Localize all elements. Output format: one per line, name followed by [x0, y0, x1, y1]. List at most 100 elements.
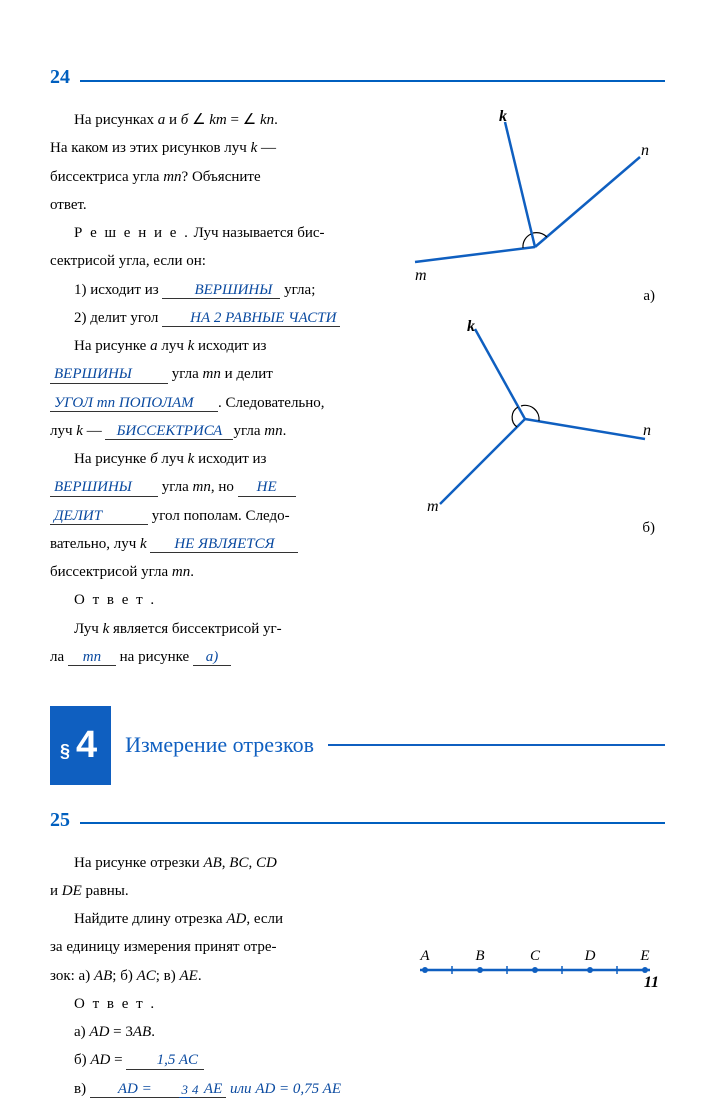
- problem-24-header: 24: [50, 60, 665, 95]
- segment-figure: A B C D E: [405, 940, 655, 990]
- text: ла: [50, 649, 68, 665]
- text: На рисунках: [74, 112, 158, 128]
- problem-24-text: На рисунках а и б ∠ km = ∠ kn. На каком …: [50, 107, 387, 672]
- text: Найдите длину отрезка: [74, 911, 226, 927]
- fill-blank: 1,5 AC: [126, 1052, 204, 1070]
- fill-blank: УГОЛ mn ПОПОЛАМ: [50, 395, 218, 413]
- text: .: [274, 112, 278, 128]
- text: .: [190, 564, 194, 580]
- text: На рисунке: [74, 338, 150, 354]
- text: AD: [226, 911, 246, 927]
- text: AD: [89, 1024, 109, 1040]
- problem-25-body: На рисунке отрезки AB, BC, CD и DE равны…: [50, 850, 665, 1104]
- text: = ∠: [227, 112, 260, 128]
- problem-number: 24: [50, 60, 70, 95]
- text: —: [257, 140, 276, 156]
- text: луч: [158, 451, 188, 467]
- text: Луч называется бис-: [190, 225, 325, 241]
- page: 24 На рисунках а и б ∠ km = ∠ kn. На как…: [0, 0, 715, 1025]
- text: .: [151, 1024, 155, 1040]
- text: угла: [158, 479, 193, 495]
- text: .: [198, 968, 202, 984]
- fill-blank: ВЕРШИНЫ: [50, 366, 168, 384]
- text: угла;: [280, 282, 315, 298]
- text: и: [165, 112, 181, 128]
- fill-blank: НА 2 РАВНЫЕ ЧАСТИ: [162, 310, 340, 328]
- fill-blank: AD = 34 AE: [90, 1081, 226, 1099]
- text: k: [76, 423, 83, 439]
- text: mn: [264, 423, 282, 439]
- text: 2) делит угол: [74, 310, 162, 326]
- figure-b-label: б): [405, 515, 665, 541]
- text: AB: [94, 968, 112, 984]
- text: AD =: [118, 1081, 156, 1097]
- point-label: D: [584, 948, 596, 964]
- text: угла: [168, 366, 203, 382]
- page-number: 11: [644, 969, 659, 997]
- text: луч: [158, 338, 188, 354]
- problem-25-figure: A B C D E: [405, 850, 665, 1104]
- text: или: [226, 1081, 255, 1097]
- frac-num: 3: [179, 1082, 190, 1098]
- problem-25-header: 25: [50, 803, 665, 838]
- text: =: [110, 1052, 126, 1068]
- text: на рисунке: [116, 649, 193, 665]
- point-label: C: [530, 948, 541, 964]
- fill-blank: mn: [68, 649, 116, 667]
- text: б: [150, 451, 158, 467]
- text: mn: [203, 366, 221, 382]
- text: = 3: [109, 1024, 132, 1040]
- text: сектрисой угла, если он:: [50, 253, 206, 269]
- text: ? Объясните: [182, 169, 261, 185]
- section-title: Измерение отрезков: [125, 726, 314, 765]
- text: mn: [163, 169, 181, 185]
- solution-label: Р е ш е н и е .: [74, 225, 190, 241]
- fill-blank: НЕ: [238, 479, 296, 497]
- text: ; б): [112, 968, 136, 984]
- text: ответ.: [50, 197, 87, 213]
- text: исходит из: [194, 338, 266, 354]
- label-k: k: [499, 108, 507, 125]
- answer-label: О т в е т .: [74, 996, 156, 1012]
- figure-a: m k n: [405, 107, 655, 287]
- text: mn: [193, 479, 211, 495]
- problem-number: 25: [50, 803, 70, 838]
- text: и делит: [221, 366, 273, 382]
- text: за единицу измерения принят отре-: [50, 939, 277, 955]
- header-rule: [80, 822, 665, 824]
- label-m: m: [415, 267, 427, 284]
- section-rule: [328, 744, 665, 746]
- text: DE: [62, 883, 82, 899]
- text: б): [74, 1052, 90, 1068]
- text: AB: [203, 855, 221, 871]
- label-n: n: [641, 142, 649, 159]
- fill-blank: ВЕРШИНЫ: [50, 479, 158, 497]
- fill-blank: БИССЕКТРИСА: [105, 423, 233, 441]
- text: а: [150, 338, 158, 354]
- text: вательно, луч: [50, 536, 140, 552]
- header-rule: [80, 80, 665, 82]
- point-label: E: [639, 948, 649, 964]
- text: 1) исходит из: [74, 282, 162, 298]
- problem-24-body: На рисунках а и б ∠ km = ∠ kn. На каком …: [50, 107, 665, 672]
- text: k: [140, 536, 147, 552]
- section-symbol: §: [60, 736, 70, 768]
- fill-blank: ДЕЛИТ: [50, 508, 148, 526]
- figure-a-label: а): [405, 283, 665, 309]
- text: зок: а): [50, 968, 94, 984]
- text: ∠: [188, 112, 209, 128]
- text: —: [83, 423, 106, 439]
- answer-label: О т в е т .: [74, 592, 156, 608]
- text: угла: [233, 423, 264, 439]
- problem-25-text: На рисунке отрезки AB, BC, CD и DE равны…: [50, 850, 387, 1104]
- text: mn: [172, 564, 190, 580]
- text: BC: [229, 855, 248, 871]
- text: а): [74, 1024, 89, 1040]
- fill-blank: ВЕРШИНЫ: [162, 282, 280, 300]
- text: , если: [246, 911, 283, 927]
- text: , но: [211, 479, 238, 495]
- fill-blank: а): [193, 649, 231, 667]
- text: AE: [180, 968, 198, 984]
- point-label: A: [419, 948, 430, 964]
- fill-blank: AD = 0,75 AE: [255, 1081, 341, 1097]
